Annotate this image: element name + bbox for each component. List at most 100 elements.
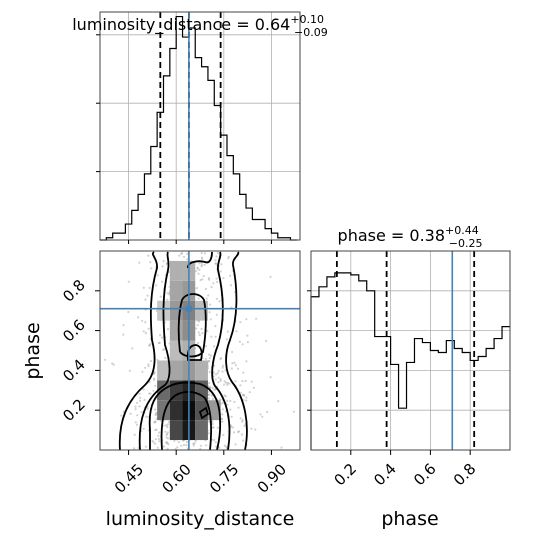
joint-sample-point	[245, 396, 248, 399]
joint-sample-point	[205, 444, 208, 447]
marginal-phase-grid	[311, 251, 510, 450]
joint-sample-point	[143, 398, 146, 401]
joint-sample-point	[148, 344, 151, 347]
joint-sample-point	[194, 439, 197, 442]
marginal-c-xtick-label-1: 0.4	[370, 460, 400, 490]
marginal-c-xtick-label-2: 0.6	[410, 460, 440, 490]
joint-sample-point	[215, 255, 218, 258]
joint-truth-lines	[100, 251, 300, 450]
joint-sample-point	[198, 333, 201, 337]
phase-title: phase = 0.38+0.44 −0.25	[338, 224, 483, 250]
joint-sample-point	[138, 405, 141, 408]
joint-sample-point	[158, 440, 161, 443]
joint-sample-point	[266, 410, 269, 414]
joint-sample-point	[244, 379, 247, 382]
joint-sample-point	[164, 424, 167, 427]
joint-density-cell-20	[169, 280, 183, 301]
joint-sample-point	[223, 380, 226, 383]
joint-sample-point	[214, 262, 217, 265]
joint-sample-point	[158, 341, 161, 344]
luminosity-distance-histogram	[100, 15, 297, 241]
joint-sample-point	[211, 426, 215, 429]
joint-sample-point	[154, 420, 157, 423]
joint-sample-point	[204, 357, 207, 360]
joint-sample-point	[155, 284, 158, 287]
joint-sample-point	[208, 356, 211, 360]
joint-sample-point	[197, 320, 200, 323]
joint-sample-point	[152, 389, 155, 392]
joint-sample-point	[134, 421, 137, 424]
joint-sample-point	[242, 371, 245, 374]
joint-sample-point	[214, 378, 217, 381]
joint-sample-point	[213, 388, 216, 391]
contour-middle	[138, 251, 231, 451]
joint-sample-point	[220, 356, 223, 360]
joint-sample-point	[241, 393, 244, 397]
joint-sample-point	[149, 359, 152, 363]
joint-sample-point	[225, 445, 228, 448]
joint-sample-point	[216, 426, 219, 429]
joint-sample-point	[252, 386, 255, 389]
marginal-phase-frame	[310, 250, 511, 451]
joint-sample-point	[201, 257, 204, 260]
joint-sample-point	[167, 423, 170, 426]
joint-sample-point	[211, 422, 214, 426]
luminosity-distance-title: luminosity_distance = 0.64+0.10 −0.09	[72, 13, 328, 39]
joint-sample-point	[209, 386, 212, 389]
joint-sample-point	[219, 379, 222, 382]
joint-sample-point	[177, 441, 180, 444]
joint-sample-point	[148, 392, 151, 395]
contour-inner	[148, 251, 222, 451]
joint-sample-point	[240, 433, 244, 436]
joint-sample-point	[134, 405, 137, 408]
joint-sample-point	[182, 443, 186, 447]
joint-sample-point	[155, 411, 158, 414]
joint-sample-point	[147, 254, 150, 257]
joint-sample-point	[173, 439, 176, 442]
joint-sample-point	[198, 262, 201, 265]
joint-sample-point	[226, 403, 229, 406]
joint-sample-point	[196, 267, 199, 270]
joint-sample-point	[207, 397, 211, 400]
joint-sample-point	[197, 272, 200, 275]
joint-sample-point	[259, 413, 262, 416]
joint-sample-point	[156, 274, 159, 277]
joint-sample-point	[226, 399, 229, 402]
joint-sample-point	[221, 417, 224, 421]
joint-sample-point	[261, 415, 264, 418]
joint-sample-point	[277, 400, 280, 403]
joint-sample-point	[133, 433, 136, 436]
joint-sample-point	[223, 394, 226, 397]
joint-sample-point	[159, 419, 162, 422]
joint-sample-point	[208, 370, 211, 373]
joint-sample-point	[234, 443, 237, 446]
joint-sample-point	[208, 360, 211, 363]
joint-sample-point	[139, 399, 142, 402]
joint-sample-point	[226, 381, 229, 384]
joint-sample-point	[147, 365, 150, 368]
joint-sample-point	[230, 367, 233, 370]
joint-density-cell-22	[169, 260, 183, 281]
joint-sample-point	[234, 364, 237, 367]
joint-sample-point	[148, 286, 151, 289]
joint-sample-point	[221, 366, 224, 369]
joint-sample-point	[242, 393, 245, 397]
joint-sample-point	[193, 442, 196, 445]
joint-sample-point	[254, 428, 257, 431]
joint-sample-point	[148, 344, 151, 347]
joint-sample-point	[159, 295, 162, 298]
joint-sample-point	[182, 255, 186, 258]
joint-sample-point	[147, 416, 150, 419]
joint-sample-point	[209, 318, 212, 321]
joint-sample-point	[250, 427, 253, 430]
marginal-luminosity-distance-panel: luminosity_distance = 0.64+0.10 −0.09	[72, 11, 328, 244]
joint-sample-point	[245, 318, 248, 321]
joint-sample-point	[144, 332, 147, 335]
joint-sample-point	[196, 266, 199, 269]
joint-density-cell-16	[169, 320, 183, 341]
joint-sample-point	[140, 411, 143, 414]
marginal-phase-ticks: 0.2 0.4 0.6 0.8	[307, 290, 479, 490]
joint-sample-point	[214, 259, 217, 262]
joint-sample-point	[226, 383, 229, 386]
joint-sample-point	[197, 331, 200, 334]
